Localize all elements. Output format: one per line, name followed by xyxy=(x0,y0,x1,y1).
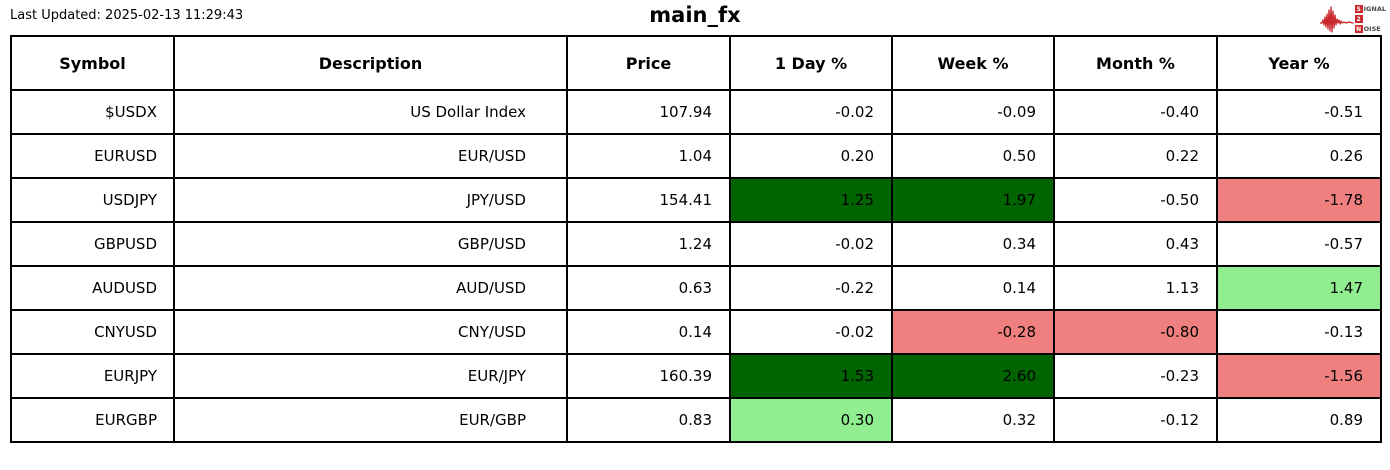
table-row: EURUSD EUR/USD 1.04 0.20 0.50 0.22 0.26 xyxy=(10,133,1382,179)
price-cell: 1.24 xyxy=(566,221,731,267)
column-header-month: Month % xyxy=(1053,35,1218,91)
signal2noise-logo: S IGNAL 2 N OISE xyxy=(1319,4,1386,34)
year-pct-cell: 0.89 xyxy=(1216,397,1382,443)
table-row: CNYUSD CNY/USD 0.14 -0.02 -0.28 -0.80 -0… xyxy=(10,309,1382,355)
symbol-cell: EURGBP xyxy=(10,397,175,443)
column-header-description: Description xyxy=(173,35,568,91)
description-cell: CNY/USD xyxy=(173,309,568,355)
table-row: $USDX US Dollar Index 107.94 -0.02 -0.09… xyxy=(10,89,1382,135)
column-header-price: Price xyxy=(566,35,731,91)
table-row: USDJPY JPY/USD 154.41 1.25 1.97 -0.50 -1… xyxy=(10,177,1382,223)
table-row: AUDUSD AUD/USD 0.63 -0.22 0.14 1.13 1.47 xyxy=(10,265,1382,311)
symbol-cell: EURUSD xyxy=(10,133,175,179)
table-row: GBPUSD GBP/USD 1.24 -0.02 0.34 0.43 -0.5… xyxy=(10,221,1382,267)
year-pct-cell: -0.51 xyxy=(1216,89,1382,135)
column-header-symbol: Symbol xyxy=(10,35,175,91)
price-cell: 107.94 xyxy=(566,89,731,135)
description-cell: GBP/USD xyxy=(173,221,568,267)
day-pct-cell: -0.02 xyxy=(729,309,893,355)
week-pct-cell: 0.34 xyxy=(891,221,1055,267)
week-pct-cell: 2.60 xyxy=(891,353,1055,399)
header-row: Symbol Description Price 1 Day % Week % … xyxy=(10,35,1382,91)
week-pct-cell: 0.50 xyxy=(891,133,1055,179)
week-pct-cell: -0.09 xyxy=(891,89,1055,135)
price-cell: 154.41 xyxy=(566,177,731,223)
symbol-cell: $USDX xyxy=(10,89,175,135)
month-pct-cell: 0.43 xyxy=(1053,221,1218,267)
price-cell: 0.83 xyxy=(566,397,731,443)
symbol-cell: GBPUSD xyxy=(10,221,175,267)
symbol-cell: EURJPY xyxy=(10,353,175,399)
month-pct-cell: -0.50 xyxy=(1053,177,1218,223)
description-cell: EUR/GBP xyxy=(173,397,568,443)
year-pct-cell: -0.57 xyxy=(1216,221,1382,267)
table-row: EURJPY EUR/JPY 160.39 1.53 2.60 -0.23 -1… xyxy=(10,353,1382,399)
week-pct-cell: 0.14 xyxy=(891,265,1055,311)
year-pct-cell: -1.78 xyxy=(1216,177,1382,223)
column-header-week: Week % xyxy=(891,35,1055,91)
month-pct-cell: -0.12 xyxy=(1053,397,1218,443)
description-cell: EUR/USD xyxy=(173,133,568,179)
price-cell: 0.14 xyxy=(566,309,731,355)
price-cell: 160.39 xyxy=(566,353,731,399)
day-pct-cell: -0.02 xyxy=(729,89,893,135)
week-pct-cell: -0.28 xyxy=(891,309,1055,355)
last-updated-label: Last Updated: 2025-02-13 11:29:43 xyxy=(10,8,244,23)
description-cell: AUD/USD xyxy=(173,265,568,311)
fx-table: Symbol Description Price 1 Day % Week % … xyxy=(10,35,1382,443)
logo-letter-2: 2 xyxy=(1354,15,1363,23)
day-pct-cell: 0.20 xyxy=(729,133,893,179)
symbol-cell: CNYUSD xyxy=(10,309,175,355)
price-cell: 1.04 xyxy=(566,133,731,179)
description-cell: EUR/JPY xyxy=(173,353,568,399)
symbol-cell: AUDUSD xyxy=(10,265,175,311)
column-header-year: Year % xyxy=(1216,35,1382,91)
week-pct-cell: 0.32 xyxy=(891,397,1055,443)
logo-text-ignal: IGNAL xyxy=(1363,5,1386,13)
month-pct-cell: 0.22 xyxy=(1053,133,1218,179)
month-pct-cell: -0.80 xyxy=(1053,309,1218,355)
month-pct-cell: 1.13 xyxy=(1053,265,1218,311)
day-pct-cell: 1.53 xyxy=(729,353,893,399)
day-pct-cell: -0.02 xyxy=(729,221,893,267)
year-pct-cell: -1.56 xyxy=(1216,353,1382,399)
description-cell: US Dollar Index xyxy=(173,89,568,135)
week-pct-cell: 1.97 xyxy=(891,177,1055,223)
year-pct-cell: -0.13 xyxy=(1216,309,1382,355)
page-title: main_fx xyxy=(649,3,741,27)
description-cell: JPY/USD xyxy=(173,177,568,223)
logo-text: S IGNAL 2 N OISE xyxy=(1354,4,1386,34)
day-pct-cell: 1.25 xyxy=(729,177,893,223)
day-pct-cell: -0.22 xyxy=(729,265,893,311)
logo-text-oise: OISE xyxy=(1363,25,1381,33)
logo-letter-s: S xyxy=(1354,5,1363,13)
year-pct-cell: 1.47 xyxy=(1216,265,1382,311)
symbol-cell: USDJPY xyxy=(10,177,175,223)
month-pct-cell: -0.40 xyxy=(1053,89,1218,135)
logo-letter-n: N xyxy=(1354,25,1363,33)
year-pct-cell: 0.26 xyxy=(1216,133,1382,179)
waveform-icon xyxy=(1319,4,1354,34)
month-pct-cell: -0.23 xyxy=(1053,353,1218,399)
table-row: EURGBP EUR/GBP 0.83 0.30 0.32 -0.12 0.89 xyxy=(10,397,1382,443)
day-pct-cell: 0.30 xyxy=(729,397,893,443)
column-header-1day: 1 Day % xyxy=(729,35,893,91)
price-cell: 0.63 xyxy=(566,265,731,311)
